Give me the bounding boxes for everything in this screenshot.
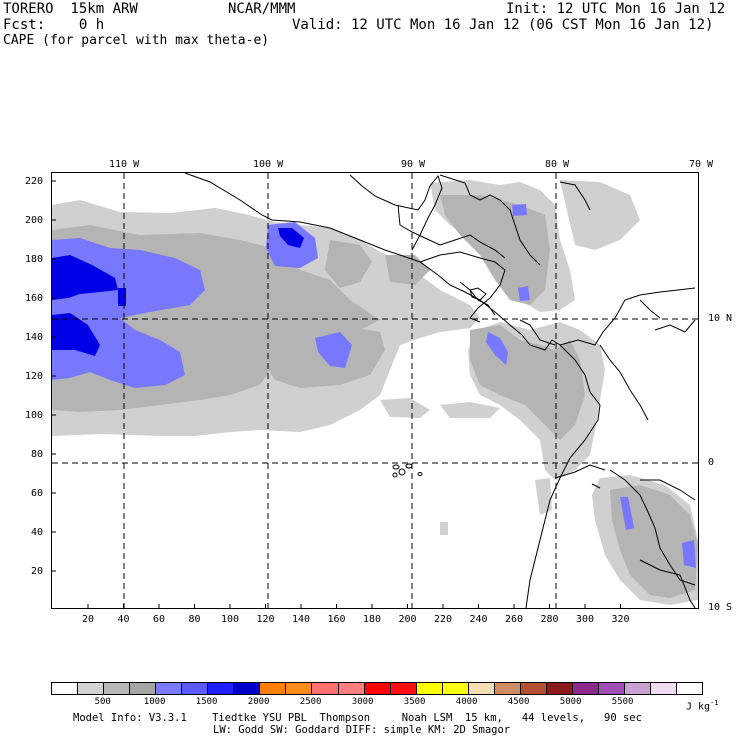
colorbar-swatch <box>520 683 547 694</box>
x-tick-label: 120 <box>256 614 275 625</box>
colorbar-label: 3000 <box>351 697 374 707</box>
colorbar-label: 1500 <box>195 697 218 707</box>
model-info: Model Info: V3.3.1 Tiedtke YSU PBL Thomp… <box>73 712 642 724</box>
cape-2000-shading <box>52 228 304 356</box>
x-tick-label: 280 <box>540 614 559 625</box>
lon-label-100w: 100 W <box>253 159 284 170</box>
colorbar-swatch <box>572 683 599 694</box>
y-tick-label: 180 <box>25 254 44 265</box>
field-title: CAPE (for parcel with max theta-e) <box>3 33 270 48</box>
map-frame <box>51 172 699 609</box>
colorbar-swatch <box>546 683 573 694</box>
colorbar-swatch <box>364 683 391 694</box>
y-tick-label: 200 <box>25 215 44 226</box>
model-physics: LW: Godd SW: Goddard DIFF: simple KM: 2D… <box>213 724 511 736</box>
y-tick-label: 140 <box>25 332 44 343</box>
lat-label-10s: 10 S <box>708 602 733 613</box>
x-tick-label: 320 <box>611 614 630 625</box>
y-tick-label: 220 <box>25 176 44 187</box>
colorbar-swatch <box>260 683 287 694</box>
colorbar-swatch <box>494 683 521 694</box>
x-tick-label: 300 <box>576 614 595 625</box>
lon-label-80w: 80 W <box>545 159 570 170</box>
colorbar-swatch <box>52 683 79 694</box>
colorbar-swatch <box>78 683 105 694</box>
x-tick-label: 60 <box>153 614 166 625</box>
colorbar-swatch <box>416 683 443 694</box>
organization-label: NCAR/MMM <box>228 1 296 17</box>
x-tick-label: 200 <box>398 614 417 625</box>
colorbar-label: 4000 <box>455 697 478 707</box>
colorbar-swatch <box>208 683 235 694</box>
y-tick-label: 160 <box>25 293 44 304</box>
x-tick-label: 100 <box>221 614 240 625</box>
colorbar-swatch <box>598 683 626 694</box>
colorbar-swatch <box>130 683 157 694</box>
colorbar-swatch <box>442 683 469 694</box>
y-tick-label: 40 <box>31 527 44 538</box>
colorbar-swatch <box>286 683 313 694</box>
lat-label-0: 0 <box>708 457 715 468</box>
lat-label-10n: 10 N <box>708 313 733 324</box>
y-tick-label: 120 <box>25 371 44 382</box>
coastlines <box>184 172 696 609</box>
forecast-hour: Fcst: 0 h <box>3 17 105 33</box>
lon-label-70w: 70 W <box>689 159 714 170</box>
colorbar-label: 5500 <box>611 697 634 707</box>
y-tick-label: 80 <box>31 449 44 460</box>
x-tick-label: 260 <box>505 614 524 625</box>
y-tick-label: 100 <box>25 410 44 421</box>
x-tick-label: 220 <box>434 614 453 625</box>
colorbar-label: 1000 <box>143 697 166 707</box>
x-tick-label: 40 <box>117 614 130 625</box>
colorbar-swatch <box>651 683 678 694</box>
colorbar-swatch <box>182 683 209 694</box>
x-tick-label: 80 <box>188 614 201 625</box>
colorbar-label: 4500 <box>507 697 530 707</box>
colorbar-swatch <box>625 683 652 694</box>
colorbar-label: 2000 <box>247 697 270 707</box>
x-tick-label: 160 <box>327 614 346 625</box>
axis-ticks <box>52 180 621 608</box>
x-tick-label: 140 <box>292 614 311 625</box>
x-tick-label: 20 <box>82 614 95 625</box>
colorbar-swatch <box>390 683 417 694</box>
colorbar-swatch <box>104 683 131 694</box>
colorbar-swatch <box>156 683 183 694</box>
init-time: Init: 12 UTC Mon 16 Jan 12 <box>506 1 726 17</box>
x-tick-label: 180 <box>363 614 382 625</box>
y-tick-label: 20 <box>31 566 44 577</box>
model-title: TORERO 15km ARW <box>3 1 138 17</box>
colorbar-label: 500 <box>94 697 111 707</box>
lon-label-110w: 110 W <box>109 159 140 170</box>
x-tick-label: 240 <box>469 614 488 625</box>
colorbar-swatch <box>677 683 703 694</box>
colorbar-units: J kg-1 <box>686 699 719 713</box>
colorbar-swatch <box>234 683 261 694</box>
colorbar-swatch <box>312 683 339 694</box>
y-tick-label: 60 <box>31 488 44 499</box>
colorbar-label: 3500 <box>403 697 426 707</box>
colorbar-swatch <box>338 683 365 694</box>
colorbar-label: 2500 <box>299 697 322 707</box>
colorbar-label: 5000 <box>559 697 582 707</box>
colorbar-swatch <box>468 683 495 694</box>
lon-label-90w: 90 W <box>401 159 426 170</box>
colorbar <box>51 682 703 695</box>
lat-lon-grid <box>52 173 698 608</box>
valid-time: Valid: 12 UTC Mon 16 Jan 12 (06 CST Mon … <box>292 17 714 33</box>
